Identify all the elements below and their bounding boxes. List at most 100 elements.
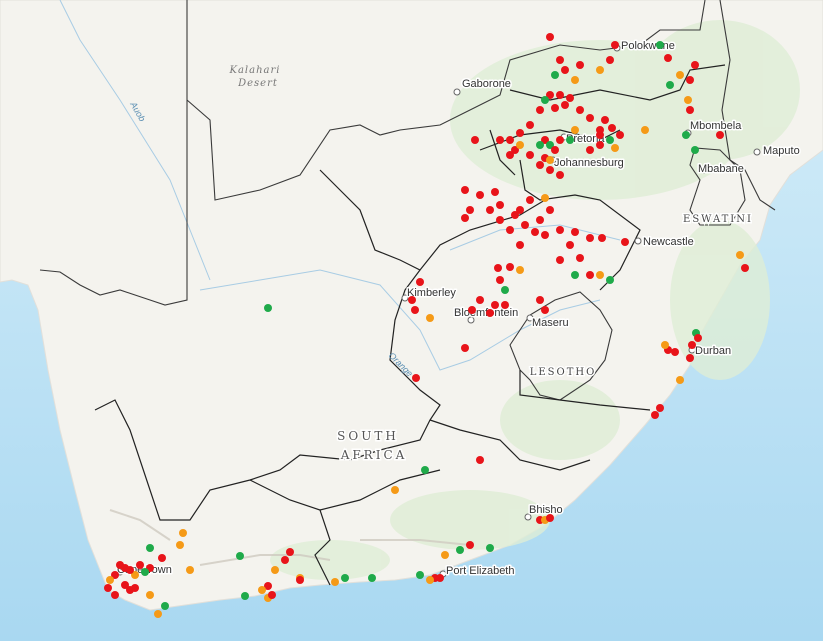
point-marker-red[interactable] <box>556 136 564 144</box>
point-marker-red[interactable] <box>516 241 524 249</box>
point-marker-green[interactable] <box>341 574 349 582</box>
point-marker-red[interactable] <box>511 211 519 219</box>
point-marker-red[interactable] <box>686 76 694 84</box>
point-marker-red[interactable] <box>616 131 624 139</box>
point-marker-red[interactable] <box>566 94 574 102</box>
point-marker-orange[interactable] <box>176 541 184 549</box>
point-marker-red[interactable] <box>556 171 564 179</box>
point-marker-red[interactable] <box>158 554 166 562</box>
point-marker-red[interactable] <box>461 214 469 222</box>
point-marker-red[interactable] <box>296 576 304 584</box>
point-marker-orange[interactable] <box>546 156 554 164</box>
point-marker-orange[interactable] <box>516 141 524 149</box>
point-marker-orange[interactable] <box>596 66 604 74</box>
point-marker-red[interactable] <box>491 188 499 196</box>
point-marker-red[interactable] <box>476 456 484 464</box>
point-marker-orange[interactable] <box>676 376 684 384</box>
point-marker-red[interactable] <box>111 591 119 599</box>
point-marker-red[interactable] <box>531 228 539 236</box>
point-marker-red[interactable] <box>121 581 129 589</box>
point-marker-red[interactable] <box>608 124 616 132</box>
point-marker-orange[interactable] <box>391 486 399 494</box>
point-marker-orange[interactable] <box>426 576 434 584</box>
point-marker-orange[interactable] <box>611 144 619 152</box>
point-marker-green[interactable] <box>368 574 376 582</box>
point-marker-red[interactable] <box>476 296 484 304</box>
point-marker-red[interactable] <box>461 186 469 194</box>
point-marker-red[interactable] <box>471 136 479 144</box>
point-marker-red[interactable] <box>546 33 554 41</box>
point-marker-red[interactable] <box>556 56 564 64</box>
point-marker-red[interactable] <box>496 201 504 209</box>
point-marker-red[interactable] <box>598 234 606 242</box>
point-marker-green[interactable] <box>666 81 674 89</box>
point-marker-orange[interactable] <box>676 71 684 79</box>
point-marker-green[interactable] <box>501 286 509 294</box>
point-marker-orange[interactable] <box>516 266 524 274</box>
point-marker-orange[interactable] <box>441 551 449 559</box>
point-marker-red[interactable] <box>526 196 534 204</box>
point-marker-red[interactable] <box>556 91 564 99</box>
point-marker-red[interactable] <box>461 344 469 352</box>
point-marker-red[interactable] <box>596 141 604 149</box>
point-marker-red[interactable] <box>436 574 444 582</box>
point-marker-red[interactable] <box>546 91 554 99</box>
point-marker-red[interactable] <box>586 234 594 242</box>
point-marker-red[interactable] <box>546 514 554 522</box>
point-marker-red[interactable] <box>466 541 474 549</box>
point-marker-orange[interactable] <box>684 96 692 104</box>
point-marker-red[interactable] <box>411 306 419 314</box>
point-marker-orange[interactable] <box>106 576 114 584</box>
point-marker-red[interactable] <box>468 306 476 314</box>
point-marker-orange[interactable] <box>154 610 162 618</box>
point-marker-green[interactable] <box>161 602 169 610</box>
point-marker-red[interactable] <box>671 348 679 356</box>
point-marker-red[interactable] <box>551 146 559 154</box>
point-marker-red[interactable] <box>496 216 504 224</box>
point-marker-green[interactable] <box>606 276 614 284</box>
point-marker-green[interactable] <box>606 136 614 144</box>
point-marker-red[interactable] <box>476 191 484 199</box>
point-marker-orange[interactable] <box>146 591 154 599</box>
point-marker-red[interactable] <box>688 341 696 349</box>
point-marker-orange[interactable] <box>179 529 187 537</box>
point-marker-green[interactable] <box>571 271 579 279</box>
point-marker-green[interactable] <box>566 136 574 144</box>
point-marker-red[interactable] <box>511 146 519 154</box>
point-marker-red[interactable] <box>491 301 499 309</box>
point-marker-green[interactable] <box>236 552 244 560</box>
point-marker-green[interactable] <box>456 546 464 554</box>
point-marker-red[interactable] <box>264 582 272 590</box>
point-marker-orange[interactable] <box>131 571 139 579</box>
point-marker-red[interactable] <box>586 114 594 122</box>
data-points[interactable] <box>104 33 749 618</box>
point-marker-red[interactable] <box>541 231 549 239</box>
point-marker-red[interactable] <box>496 276 504 284</box>
point-marker-green[interactable] <box>682 131 690 139</box>
point-marker-red[interactable] <box>586 271 594 279</box>
point-marker-orange[interactable] <box>541 194 549 202</box>
point-marker-red[interactable] <box>546 166 554 174</box>
point-marker-green[interactable] <box>541 96 549 104</box>
point-marker-red[interactable] <box>566 241 574 249</box>
point-marker-red[interactable] <box>596 131 604 139</box>
point-marker-red[interactable] <box>466 206 474 214</box>
point-marker-red[interactable] <box>541 306 549 314</box>
point-marker-green[interactable] <box>241 592 249 600</box>
point-marker-orange[interactable] <box>258 586 266 594</box>
point-marker-red[interactable] <box>536 106 544 114</box>
point-marker-red[interactable] <box>536 161 544 169</box>
point-marker-red[interactable] <box>716 131 724 139</box>
point-marker-red[interactable] <box>694 334 702 342</box>
point-marker-red[interactable] <box>651 411 659 419</box>
point-marker-red[interactable] <box>571 228 579 236</box>
point-marker-green[interactable] <box>546 141 554 149</box>
point-marker-red[interactable] <box>496 136 504 144</box>
point-marker-red[interactable] <box>576 254 584 262</box>
point-marker-green[interactable] <box>146 544 154 552</box>
point-marker-red[interactable] <box>111 571 119 579</box>
point-marker-green[interactable] <box>141 568 149 576</box>
point-marker-red[interactable] <box>586 146 594 154</box>
point-marker-red[interactable] <box>286 548 294 556</box>
point-marker-green[interactable] <box>416 571 424 579</box>
